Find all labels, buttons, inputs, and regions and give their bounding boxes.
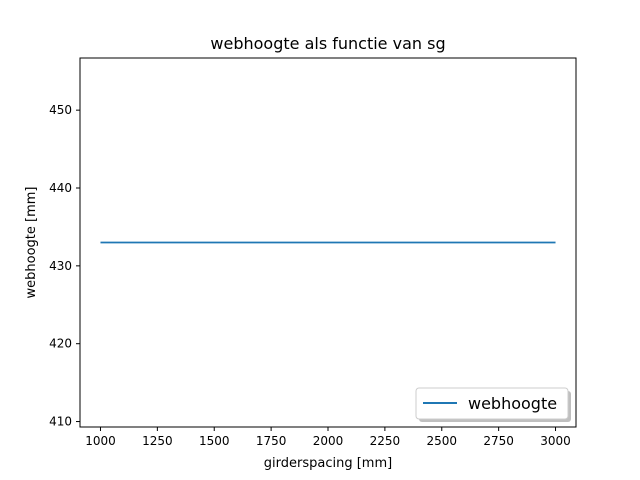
x-axis-label: girderspacing [mm] <box>264 456 392 471</box>
y-axis-label: webhoogte [mm] <box>24 187 39 299</box>
x-tick-label: 2250 <box>370 434 401 448</box>
y-tick-label: 430 <box>49 259 72 273</box>
legend: webhoogte <box>415 387 571 422</box>
y-tick-label: 440 <box>49 181 72 195</box>
x-tick-label: 2750 <box>483 434 514 448</box>
y-tick-label: 420 <box>49 337 72 351</box>
y-tick-label: 410 <box>49 415 72 429</box>
y-tick-label: 450 <box>49 103 72 117</box>
legend-label: webhoogte <box>468 394 557 413</box>
x-tick-label: 3000 <box>540 434 571 448</box>
x-tick-label: 2500 <box>426 434 457 448</box>
x-tick-label: 1750 <box>256 434 287 448</box>
x-tick-label: 1000 <box>85 434 116 448</box>
chart-title: webhoogte als functie van sg <box>210 34 445 53</box>
x-tick-label: 2000 <box>313 434 344 448</box>
legend-box <box>415 387 569 420</box>
x-tick-label: 1250 <box>142 434 173 448</box>
x-tick-label: 1500 <box>199 434 230 448</box>
